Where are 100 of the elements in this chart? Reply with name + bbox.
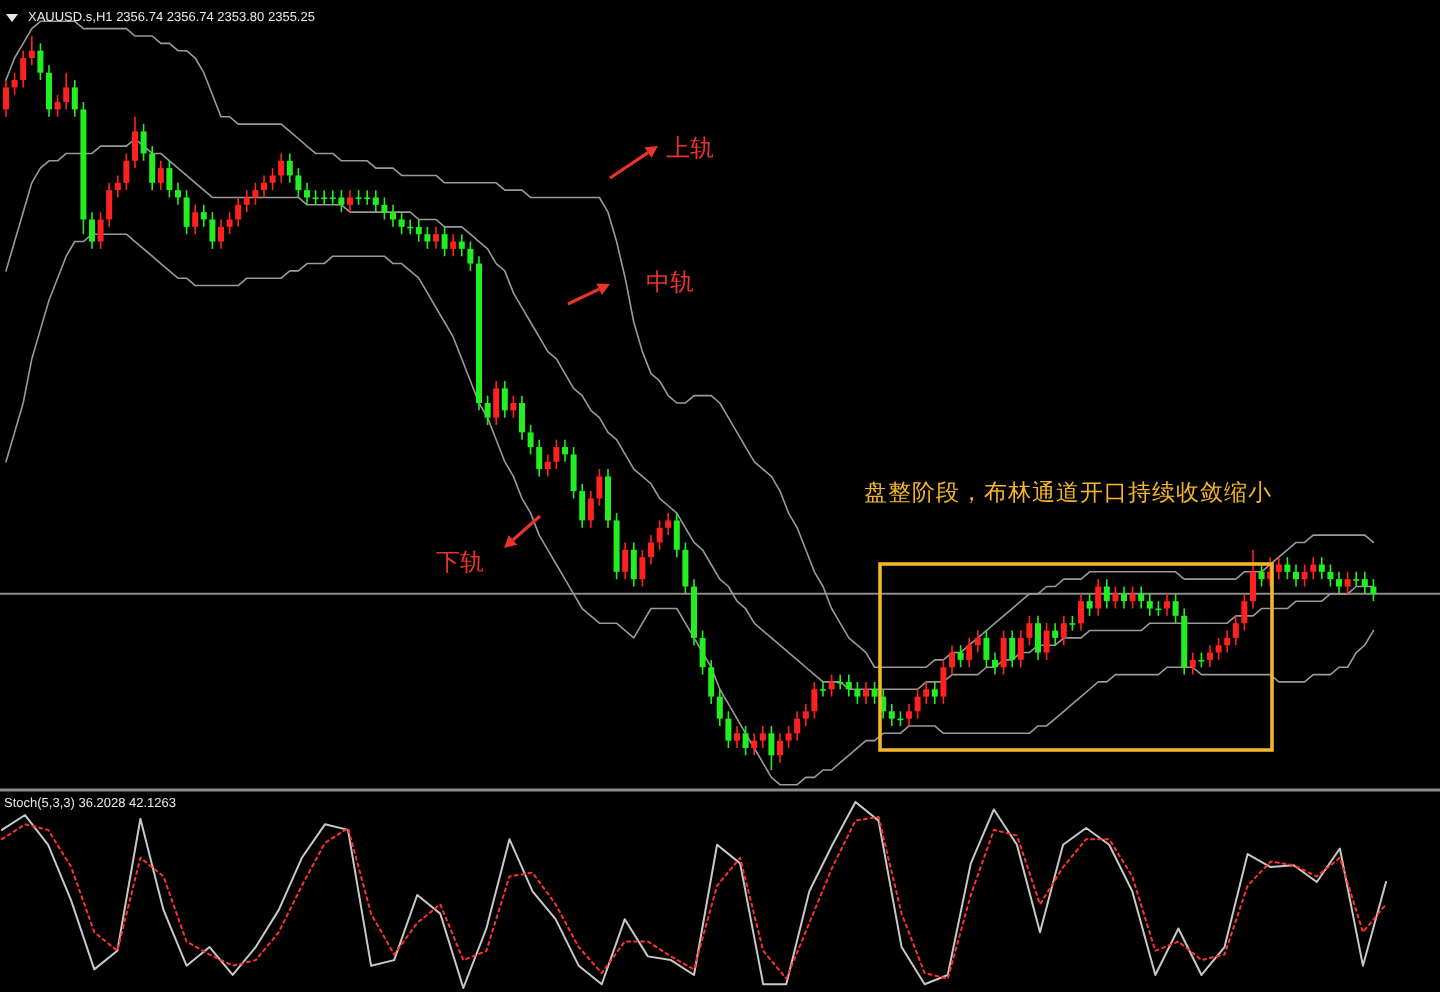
candlestick	[1026, 615, 1033, 647]
candlestick	[1035, 615, 1041, 661]
candlestick	[966, 637, 973, 669]
candlestick	[785, 725, 792, 749]
candlestick	[89, 211, 95, 250]
candlestick	[1310, 556, 1317, 580]
candlestick	[415, 218, 422, 243]
candlestick	[390, 204, 396, 228]
candlestick	[501, 380, 508, 419]
candlestick	[235, 196, 242, 228]
candlestick	[673, 512, 680, 558]
candlestick	[450, 233, 457, 257]
candlestick	[37, 42, 44, 81]
candlestick	[931, 681, 938, 705]
candlestick	[226, 211, 233, 235]
candlestick	[278, 152, 285, 184]
candlestick	[940, 659, 947, 705]
annotation: 上轨	[666, 134, 714, 162]
candlestick	[579, 482, 586, 529]
candlestick	[1353, 571, 1360, 588]
candlestick	[906, 703, 912, 727]
candlestick	[1086, 593, 1093, 617]
candlestick	[1241, 593, 1248, 632]
candlestick	[1232, 615, 1239, 647]
candlestick	[1060, 615, 1067, 647]
candlestick	[123, 152, 130, 191]
candlestick	[97, 211, 104, 250]
candlestick	[699, 629, 706, 676]
candlestick	[622, 541, 629, 580]
candlestick	[1344, 571, 1351, 595]
candlestick	[1095, 578, 1102, 617]
candlestick	[1361, 571, 1368, 595]
candlestick	[347, 189, 353, 213]
candlestick	[1189, 651, 1196, 676]
candlestick	[372, 189, 379, 213]
candlestick	[828, 673, 835, 698]
candlestick	[329, 189, 336, 206]
candlestick	[1284, 556, 1291, 580]
candlestick	[751, 732, 758, 757]
candlestick	[802, 703, 809, 727]
candlestick	[1301, 563, 1308, 588]
candlestick	[183, 189, 190, 235]
candlestick	[28, 35, 35, 67]
candlestick	[837, 673, 844, 691]
candlestick	[338, 189, 345, 213]
candlestick	[639, 549, 646, 588]
candlestick	[863, 681, 869, 705]
candlestick	[157, 159, 164, 191]
candlestick	[1146, 593, 1153, 617]
candlestick	[200, 204, 207, 228]
candlestick	[71, 79, 78, 118]
candlestick	[1121, 585, 1127, 610]
annotation: 盘整阶段，布林通道开口持续收敛缩小	[864, 478, 1272, 506]
candlestick	[527, 424, 534, 456]
candlestick	[493, 380, 500, 426]
candlestick	[3, 79, 9, 118]
candlestick	[536, 438, 543, 478]
candlestick	[295, 167, 302, 199]
candlestick	[974, 629, 981, 654]
candlestick	[269, 167, 276, 191]
candlestick	[106, 182, 113, 228]
candlestick	[54, 93, 61, 118]
candlestick	[983, 629, 990, 669]
candlestick	[1224, 629, 1231, 654]
candlestick	[1293, 563, 1299, 588]
candlestick	[1207, 644, 1213, 669]
candlestick	[845, 673, 852, 698]
candlestick	[1327, 563, 1334, 588]
candlestick	[218, 218, 224, 250]
candlestick	[734, 725, 740, 749]
candlestick	[192, 204, 199, 235]
candlestick	[553, 438, 560, 470]
candlestick	[1129, 585, 1136, 610]
candlestick	[519, 394, 525, 441]
candlestick	[484, 394, 491, 426]
candlestick	[510, 394, 517, 419]
candlestick	[381, 196, 388, 221]
annotation: 下轨	[436, 548, 484, 576]
candlestick	[1009, 629, 1016, 669]
candlestick	[992, 651, 998, 676]
candlestick	[398, 211, 405, 235]
candlestick	[1164, 593, 1170, 617]
candlestick	[596, 468, 603, 507]
candlestick	[914, 688, 921, 720]
candlestick	[888, 703, 895, 727]
candlestick	[1275, 556, 1282, 580]
candlestick	[441, 226, 448, 257]
candlestick	[794, 710, 801, 742]
candlestick	[304, 182, 310, 206]
candlestick	[1370, 578, 1377, 602]
candlestick	[364, 189, 371, 206]
candlestick	[605, 468, 611, 529]
candlestick	[562, 438, 568, 463]
candlestick	[1112, 585, 1119, 610]
candlestick	[648, 534, 654, 566]
candlestick	[587, 490, 594, 529]
candlestick	[209, 211, 216, 250]
candlestick	[149, 145, 156, 191]
candlestick	[321, 189, 328, 206]
candlestick	[682, 541, 689, 595]
